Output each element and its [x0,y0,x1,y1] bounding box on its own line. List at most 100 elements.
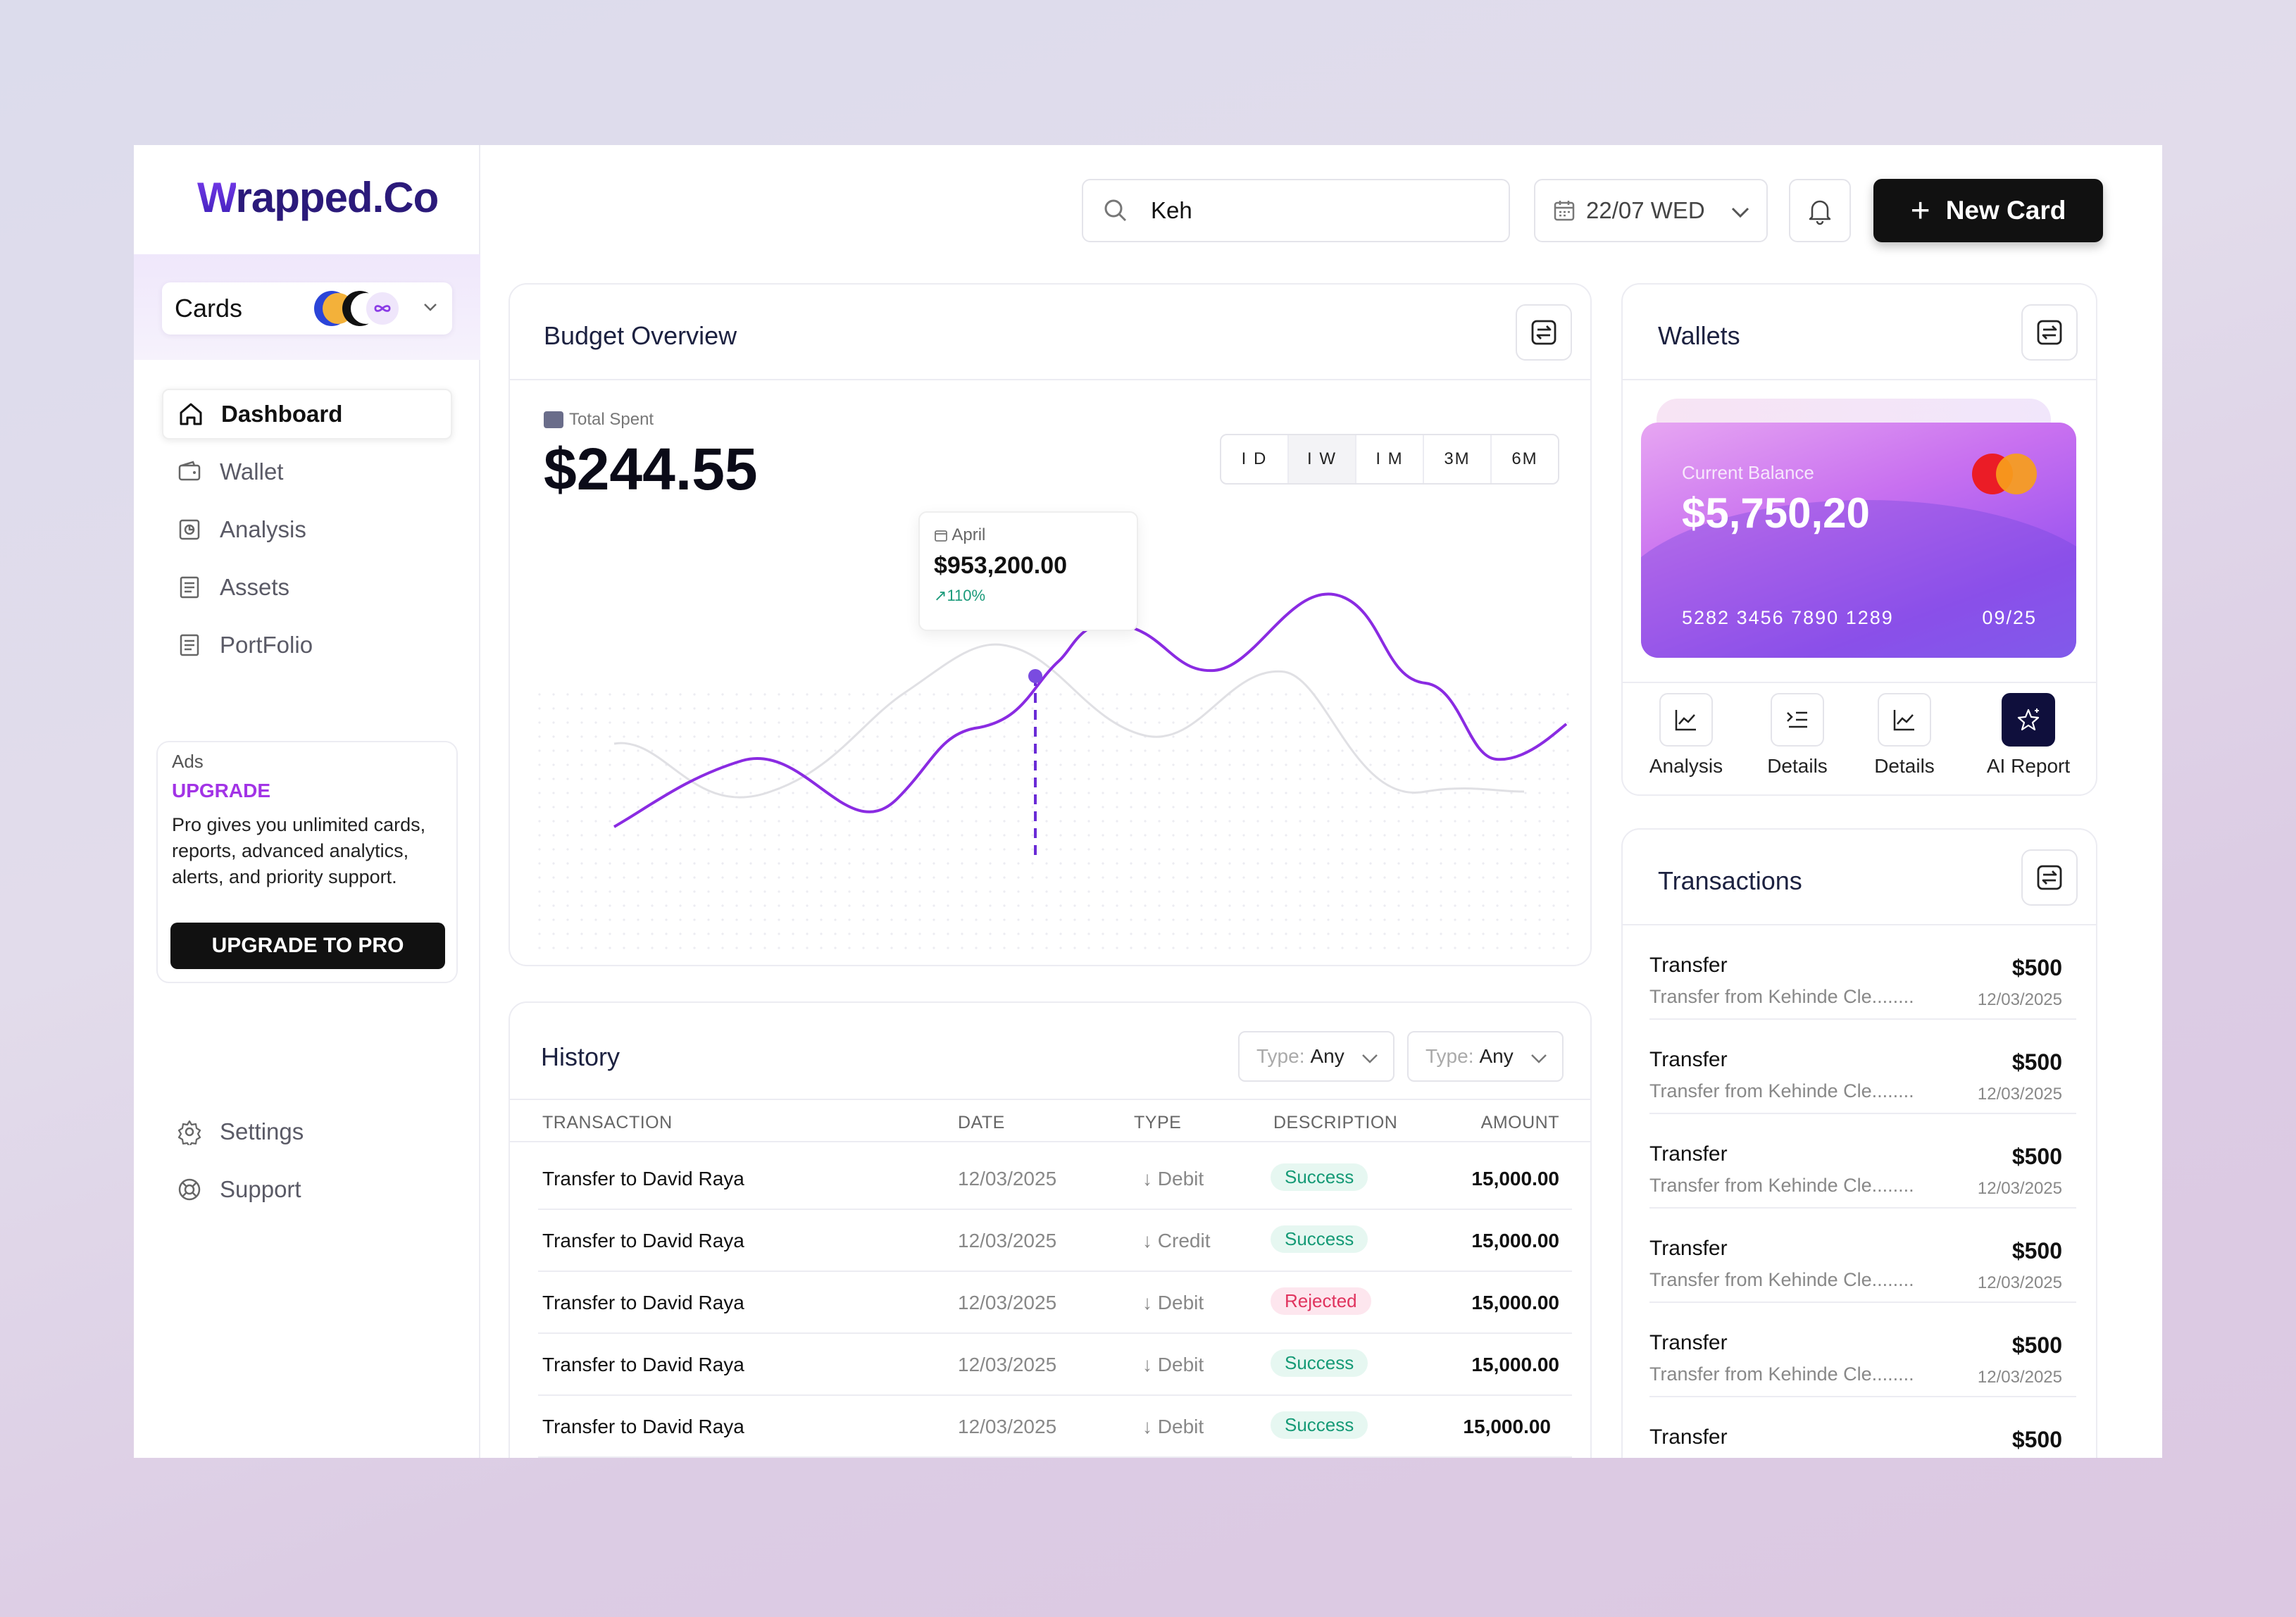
range-1d[interactable]: I D [1221,435,1289,483]
column-header[interactable]: AMOUNT [1480,1113,1559,1132]
nav-item-wallet[interactable]: Wallet [162,447,452,497]
line-chart-icon [1893,710,1914,731]
transaction-item[interactable]: Transfer Transfer from Kehinde Cle......… [1649,1020,2076,1114]
budget-chart [531,592,1573,961]
new-card-button[interactable]: + New Card [1873,179,2103,242]
transaction-item[interactable]: Transfer Transfer from Kehinde Cle......… [1649,925,2076,1020]
cards-selector[interactable]: Cards [162,282,452,335]
transactions-panel: Transactions Transfer Transfer from Kehi… [1621,828,2097,1458]
range-1m[interactable]: I M [1356,435,1424,483]
date-picker[interactable]: 22/07 WED [1534,179,1768,242]
type-cell: ↓ Debit [1142,1354,1204,1375]
card-balance: $5,750,20 [1682,489,1870,537]
total-spent-value: $244.55 [544,436,758,502]
table-row[interactable]: Transfer to David Raya 12/03/2025 ↓ Debi… [538,1148,1572,1210]
arrow-down-icon: ↓ [1142,1230,1158,1251]
wallet-action-details[interactable]: Details [1862,693,1947,778]
list-icon [1787,711,1807,728]
mastercard-logo [1972,454,2037,496]
divider [510,1141,1590,1142]
status-badge: Rejected [1271,1287,1371,1315]
column-header[interactable]: TYPE [1134,1113,1182,1132]
bell-icon [1809,200,1831,225]
nav-item-label: Assets [220,574,290,600]
transaction-item[interactable]: Transfer Transfer from Kehinde Cle......… [1649,1209,2076,1303]
status-badge: Success [1271,1163,1368,1191]
trend-up-icon: ↗ [934,587,947,604]
wallet-action-ai-report[interactable]: AI Report [1979,693,2078,778]
date-value: 22/07 WED [1586,197,1705,223]
main-content: Keh 22/07 WED + New Card Budget Overview … [480,145,2162,1458]
wallet-action-details[interactable]: Details [1755,693,1840,778]
type-filter[interactable]: Type: Any [1238,1031,1395,1082]
line-chart-icon [1675,710,1696,731]
swap-button[interactable] [2021,304,2078,361]
sidebar-nav: Dashboard Wallet Analysis Assets PortFol… [162,389,452,678]
wallet-icon [544,411,563,428]
card-coins [314,291,400,326]
nav-item-settings[interactable]: Settings [176,1103,304,1161]
swap-button[interactable] [1516,304,1572,361]
transaction-item[interactable]: Transfer Transfer from Kehinde Cle......… [1649,1114,2076,1209]
notification-button[interactable] [1789,179,1851,242]
support-icon [178,1178,201,1201]
history-panel: History Type: Any Type: Any TRANSACTION DA… [509,1001,1592,1458]
total-spent-label: Total Spent [544,410,654,430]
calendar-icon [935,530,947,542]
hover-point[interactable] [1028,669,1042,683]
chevron-down-icon [1731,207,1749,218]
range-6m[interactable]: 6M [1511,449,1538,468]
type-filter[interactable]: Type: Any [1407,1031,1564,1082]
nav-item-label: Wallet [220,458,284,485]
ads-title: UPGRADE [172,780,271,801]
upgrade-button[interactable]: UPGRADE TO PRO [170,923,445,969]
assets-icon [180,576,199,599]
nav-item-portfolio[interactable]: PortFolio [162,620,452,670]
nav-item-assets[interactable]: Assets [162,562,452,613]
wallet-action-analysis[interactable]: Analysis [1644,693,1728,778]
search-input[interactable]: Keh [1082,179,1510,242]
divider [1623,682,2096,683]
swap-button[interactable] [2021,849,2078,906]
column-header[interactable]: DATE [958,1113,1005,1132]
type-cell: ↓ Credit [1142,1230,1211,1251]
range-1w[interactable]: I W [1289,435,1356,483]
table-row[interactable]: Transfer to David Raya 12/03/2025 ↓ Debi… [538,1396,1572,1458]
tooltip-month: April [934,525,1123,545]
credit-card[interactable]: Current Balance $5,750,20 5282 3456 7890… [1641,423,2076,658]
column-header[interactable]: DESCRIPTION [1273,1113,1398,1132]
status-badge: Success [1271,1225,1368,1253]
status-badge: Success [1271,1349,1368,1377]
logo[interactable]: Wrapped.Co [197,174,439,221]
divider [510,379,1590,380]
arrow-down-icon: ↓ [1142,1292,1158,1313]
table-row[interactable]: Transfer to David Raya 12/03/2025 ↓ Cred… [538,1210,1572,1272]
nav-item-support[interactable]: Support [176,1161,304,1218]
arrow-down-icon: ↓ [1142,1416,1158,1437]
nav-item-label: Analysis [220,516,306,542]
bottom-nav: Settings Support [176,1103,304,1218]
transaction-item[interactable]: Transfer $500 [1649,1425,2062,1452]
budget-overview-panel: Budget Overview Total Spent $244.55 I D … [509,283,1592,966]
card-expiry: 09/25 [1982,607,2037,628]
chevron-down-icon [1531,1054,1547,1063]
panel-title: Transactions [1658,866,1802,895]
infinity-icon [365,291,400,326]
nav-item-analysis[interactable]: Analysis [162,504,452,555]
range-3m[interactable]: 3M [1424,435,1492,483]
swap-icon [2037,320,2062,345]
transaction-item[interactable]: Transfer Transfer from Kehinde Cle......… [1649,1303,2076,1397]
wallet-icon [178,461,201,481]
divider [1623,924,2096,925]
nav-item-label: Dashboard [221,401,343,427]
column-header[interactable]: TRANSACTION [542,1113,673,1132]
gear-icon [177,1120,201,1145]
table-row[interactable]: Transfer to David Raya 12/03/2025 ↓ Debi… [538,1272,1572,1334]
home-icon [180,403,202,425]
nav-item-dashboard[interactable]: Dashboard [162,389,452,439]
range-selector: I D I W I M 3M 6M [1220,434,1559,485]
plus-icon: + [1910,192,1930,230]
divider [510,1099,1590,1100]
arrow-down-icon: ↓ [1142,1354,1158,1375]
table-row[interactable]: Transfer to David Raya 12/03/2025 ↓ Debi… [538,1334,1572,1396]
